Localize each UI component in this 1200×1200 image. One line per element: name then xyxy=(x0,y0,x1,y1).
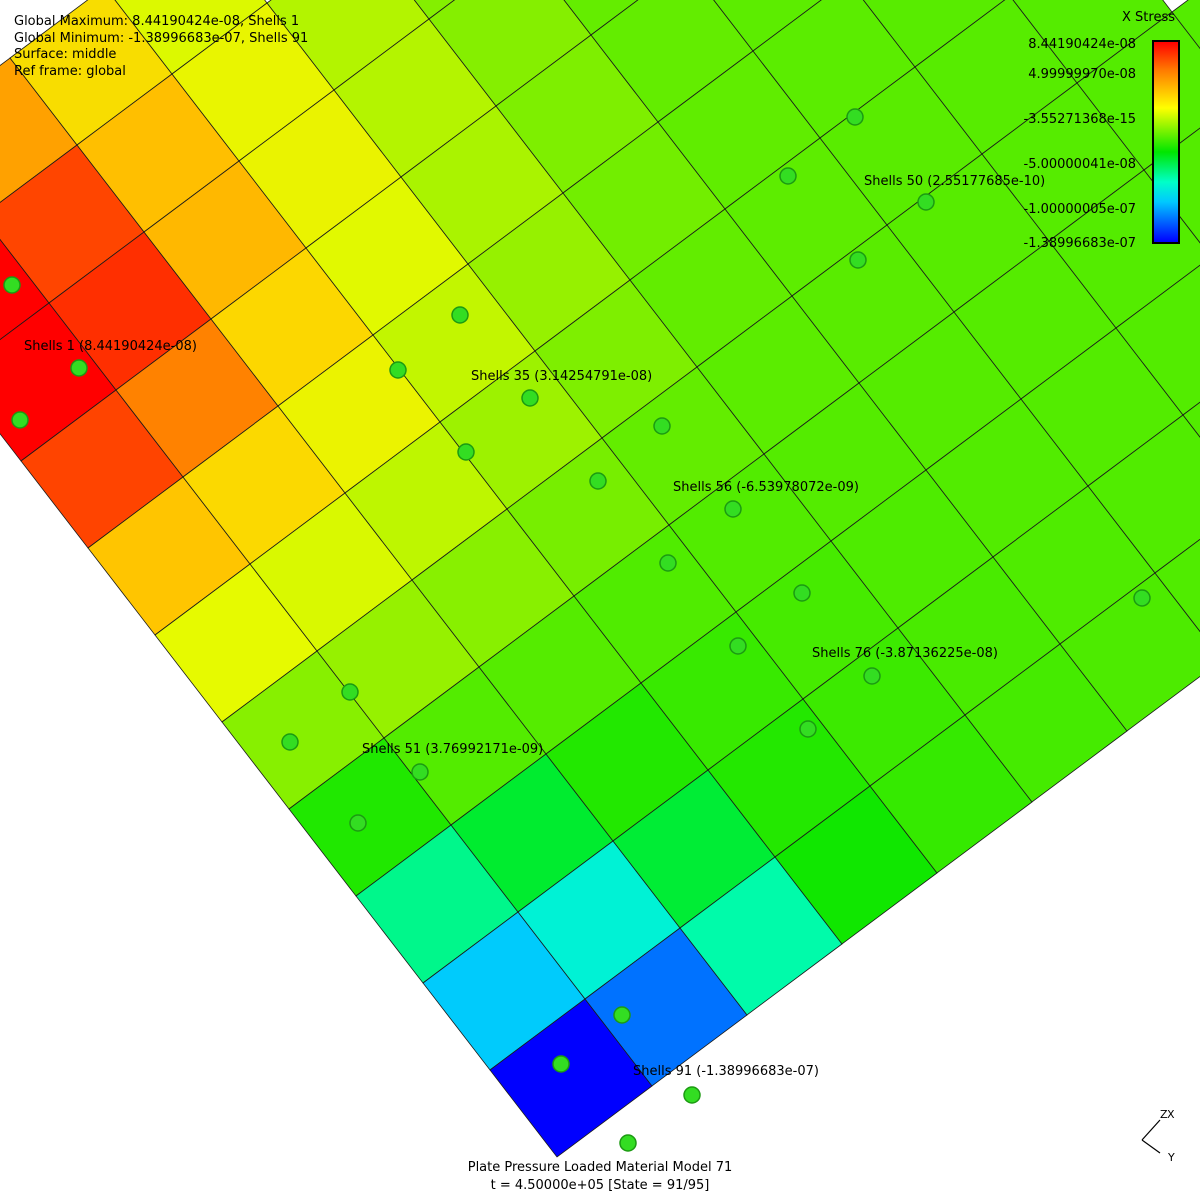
shell-element[interactable] xyxy=(524,0,686,36)
node-marker[interactable] xyxy=(793,584,811,602)
legend-tick-0: 8.44190424e-08 xyxy=(1028,37,1136,52)
callout-shells-76: Shells 76 (-3.87136225e-08) xyxy=(812,646,998,661)
node-marker[interactable] xyxy=(659,554,677,572)
shell-element[interactable] xyxy=(1182,344,1200,502)
node-marker[interactable] xyxy=(11,411,29,429)
legend-tick-5: -1.38996683e-07 xyxy=(1023,236,1137,251)
shell-element[interactable] xyxy=(1087,414,1200,574)
node-marker[interactable] xyxy=(863,667,881,685)
node-marker[interactable] xyxy=(849,251,867,269)
shell-element[interactable] xyxy=(1059,572,1200,732)
callout-shells-1: Shells 1 (8.44190424e-08) xyxy=(24,339,197,354)
legend-tick-2: -3.55271368e-15 xyxy=(1023,112,1137,127)
node-marker[interactable] xyxy=(619,1134,637,1152)
node-marker[interactable] xyxy=(799,720,817,738)
shell-element[interactable] xyxy=(1115,257,1200,416)
axis-x-label: X xyxy=(1167,1108,1175,1121)
callout-shells-91: Shells 91 (-1.38996683e-07) xyxy=(633,1064,819,1079)
shell-element[interactable] xyxy=(848,0,1010,68)
result-info-panel: Global Maximum: 8.44190424e-08, Shells 1… xyxy=(14,14,308,80)
legend-title: X Stress xyxy=(1122,10,1175,25)
node-marker[interactable] xyxy=(846,108,864,126)
node-marker[interactable] xyxy=(683,1086,701,1104)
node-marker[interactable] xyxy=(552,1055,570,1073)
node-marker[interactable] xyxy=(917,193,935,211)
node-marker[interactable] xyxy=(653,417,671,435)
global-minimum-text: Global Minimum: -1.38996683e-07, Shells … xyxy=(14,30,309,46)
node-marker[interactable] xyxy=(613,1006,631,1024)
state-text: t = 4.50000e+05 [State = 91/95] xyxy=(490,1178,710,1193)
callout-shells-35: Shells 35 (3.14254791e-08) xyxy=(471,369,653,384)
node-marker[interactable] xyxy=(729,637,747,655)
node-marker[interactable] xyxy=(451,306,469,324)
node-marker[interactable] xyxy=(457,443,475,461)
node-marker[interactable] xyxy=(3,276,21,294)
shell-element[interactable] xyxy=(1171,0,1200,99)
node-marker[interactable] xyxy=(341,683,359,701)
shell-element[interactable] xyxy=(362,0,524,20)
shell-mesh xyxy=(0,0,1200,1158)
node-marker[interactable] xyxy=(389,361,407,379)
callout-shells-51: Shells 51 (3.76992171e-09) xyxy=(362,742,544,757)
node-marker[interactable] xyxy=(1133,589,1151,607)
legend-tick-4: -1.00000005e-07 xyxy=(1023,202,1137,217)
surface-text: Surface: middle xyxy=(14,47,117,62)
legend-tick-1: 4.99999970e-08 xyxy=(1028,67,1136,82)
node-marker[interactable] xyxy=(724,500,742,518)
node-marker[interactable] xyxy=(70,359,88,377)
node-marker[interactable] xyxy=(349,814,367,832)
callout-shells-50: Shells 50 (2.55177685e-10) xyxy=(864,174,1046,189)
color-scale-bar[interactable] xyxy=(1152,40,1180,244)
axis-z-label: Z xyxy=(1160,1108,1168,1121)
axis-y-label: Y xyxy=(1168,1151,1175,1164)
node-marker[interactable] xyxy=(411,763,429,781)
node-marker[interactable] xyxy=(779,167,797,185)
node-marker[interactable] xyxy=(521,389,539,407)
model-title: Plate Pressure Loaded Material Model 71 xyxy=(467,1160,733,1175)
shell-element[interactable] xyxy=(686,0,848,52)
legend-tick-3: -5.00000041e-08 xyxy=(1023,157,1137,172)
axis-triad: Z X Y xyxy=(1130,1105,1190,1169)
node-marker[interactable] xyxy=(589,472,607,490)
node-marker[interactable] xyxy=(281,733,299,751)
ref-frame-text: Ref frame: global xyxy=(14,63,126,79)
axis-triad-icon xyxy=(1141,1119,1161,1154)
node-markers xyxy=(3,108,1151,1152)
callout-shells-56: Shells 56 (-6.53978072e-09) xyxy=(673,480,859,495)
global-maximum-text: Global Maximum: 8.44190424e-08, Shells 1 xyxy=(14,14,300,29)
